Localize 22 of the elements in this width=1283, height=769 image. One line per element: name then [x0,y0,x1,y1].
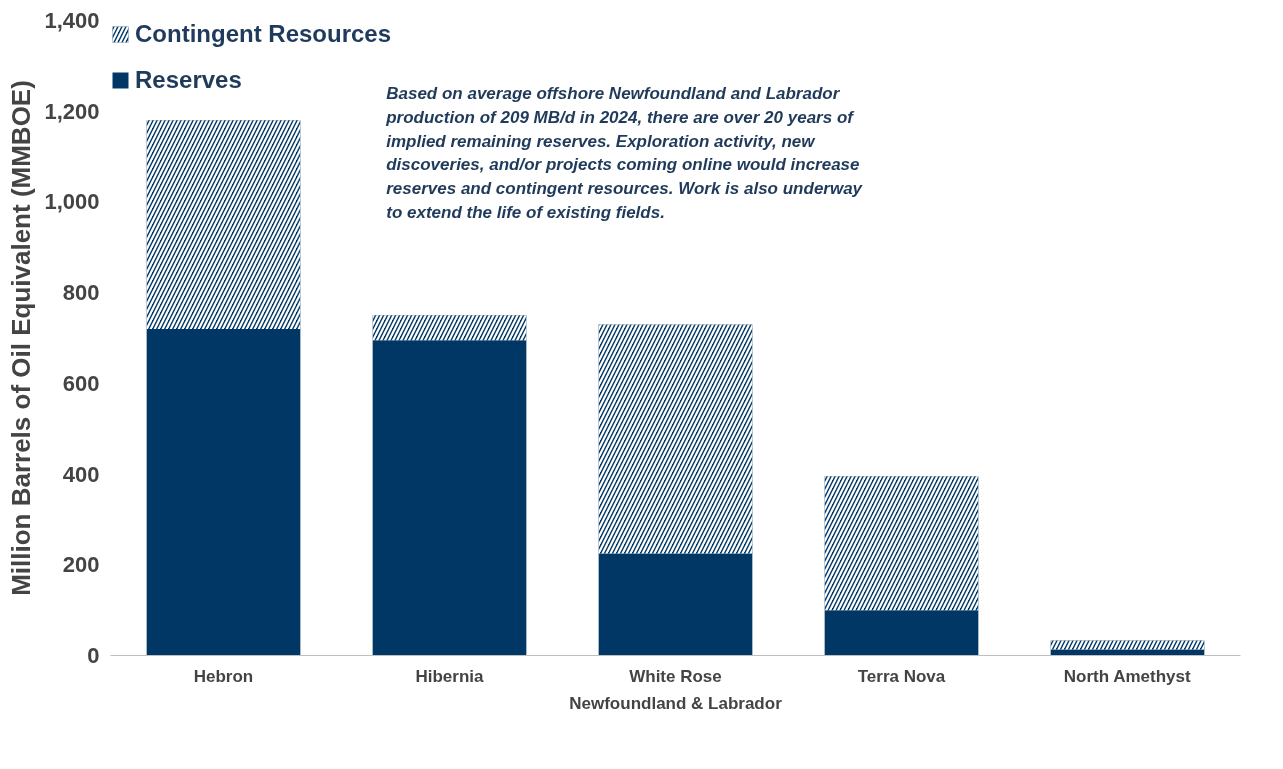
x-axis-title: Newfoundland & Labrador [569,693,783,713]
bar [146,328,301,656]
y-tick-label: 1,000 [44,189,100,215]
y-tick-label: 1,400 [44,8,100,33]
x-tick-label: Terra Nova [857,666,946,686]
y-tick-label: 0 [87,643,100,668]
bar [372,340,527,656]
x-tick-label: Hebron [193,666,254,686]
legend-label: Reserves [135,66,242,94]
y-tick-label: 400 [62,461,100,487]
y-tick-label: 800 [62,280,100,306]
y-axis-title: Million Barrels of Oil Equivalent (MMBOE) [6,80,37,596]
y-tick-label: 1,200 [44,98,100,124]
legend-label: Contingent Resources [135,20,392,48]
annotation: Based on average offshore Newfoundland and Labrador production of 209 MB/d in 2024, there are over 20 years of implied remaining reserves. Exploration activity, new discoveries, and/or projects coming online would increase reserves and contingent resources. Work is also underway to extend the life of existing fields. [385,84,864,222]
x-tick-label: Hibernia [415,666,485,686]
x-tick-label: White Rose [629,666,722,686]
y-tick-label: 600 [62,370,100,396]
y-tick-label: 200 [62,552,100,578]
bar [598,553,753,656]
bar [824,610,979,656]
x-tick-label: North Amethyst [1063,666,1191,686]
